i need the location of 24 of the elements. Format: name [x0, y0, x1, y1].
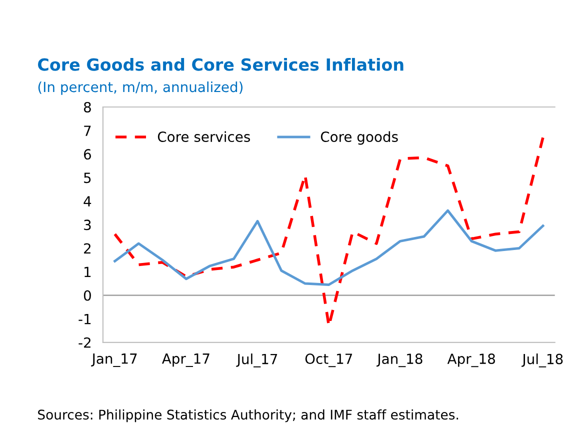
- y-tick-label: 7: [84, 126, 91, 136]
- y-tick-label: 6: [84, 149, 91, 160]
- x-tick-label: Jan_17: [91, 354, 137, 367]
- y-tick-label: 5: [84, 172, 91, 184]
- y-tick-label: -2: [78, 337, 90, 348]
- y-tick-label: 2: [84, 243, 90, 254]
- y-tick-label: 0: [84, 290, 91, 301]
- legend-label: Core goods: [320, 131, 398, 145]
- y-tick-label: -1: [78, 314, 91, 324]
- source-note: Sources: Philippine Statistics Authority; and IMF staff estimates.: [38, 409, 458, 422]
- x-tick-label: Apr_17: [162, 354, 210, 367]
- x-tick-label: Jul_17: [236, 354, 278, 368]
- chart-subtitle: (In percent, m/m, annualized): [38, 81, 243, 95]
- y-tick-label: 4: [84, 196, 92, 206]
- y-tick-label: 8: [84, 102, 91, 112]
- y-tick-label: 3: [84, 220, 91, 230]
- x-tick-label: Oct_17: [305, 354, 352, 368]
- line-series: [114, 209, 544, 286]
- legend-label: Core services: [158, 131, 250, 142]
- chart-title: Core Goods and Core Services Inflation: [38, 58, 404, 71]
- y-tick-label: 1: [84, 266, 91, 278]
- x-tick-label: Apr_18: [447, 354, 495, 368]
- x-tick-label: Jul_18: [522, 354, 563, 368]
- x-tick-label: Jan_18: [376, 354, 422, 368]
